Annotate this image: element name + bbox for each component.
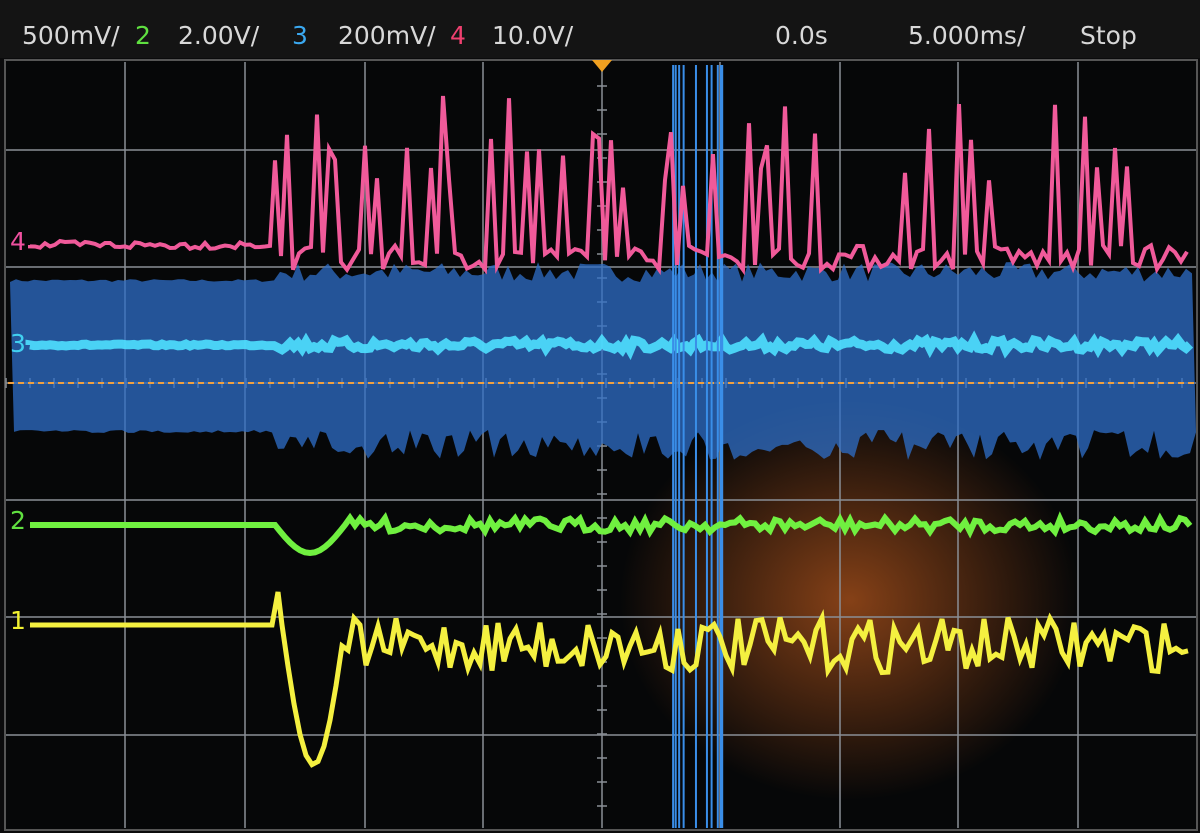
ch4-marker: 4 bbox=[10, 227, 26, 256]
glare bbox=[620, 400, 1080, 800]
ch2-scale: 2.00V/ bbox=[178, 21, 260, 50]
trigger-marker bbox=[592, 60, 612, 72]
time-offset: 0.0s bbox=[775, 21, 828, 50]
ch4-trace bbox=[28, 95, 1189, 276]
ch3-envelope bbox=[10, 262, 1196, 460]
time-scale: 5.000ms/ bbox=[908, 21, 1026, 50]
ch4-scale: 10.0V/ bbox=[492, 21, 574, 50]
ch1-scale: 500mV/ bbox=[22, 21, 120, 50]
ch3-number: 3 bbox=[292, 21, 308, 50]
ch3-trace bbox=[25, 330, 1194, 361]
ch2-number: 2 bbox=[135, 21, 151, 50]
traces bbox=[8, 65, 1196, 828]
header-bar bbox=[0, 0, 1200, 58]
ch2-trace bbox=[30, 511, 1193, 557]
ch1-marker: 1 bbox=[10, 606, 26, 635]
run-status: Stop bbox=[1080, 21, 1137, 50]
ch1-trace bbox=[30, 591, 1189, 768]
ch2-marker: 2 bbox=[10, 506, 26, 535]
ch3-marker: 3 bbox=[10, 329, 26, 358]
ch3-scale: 200mV/ bbox=[338, 21, 436, 50]
ch4-number: 4 bbox=[450, 21, 466, 50]
